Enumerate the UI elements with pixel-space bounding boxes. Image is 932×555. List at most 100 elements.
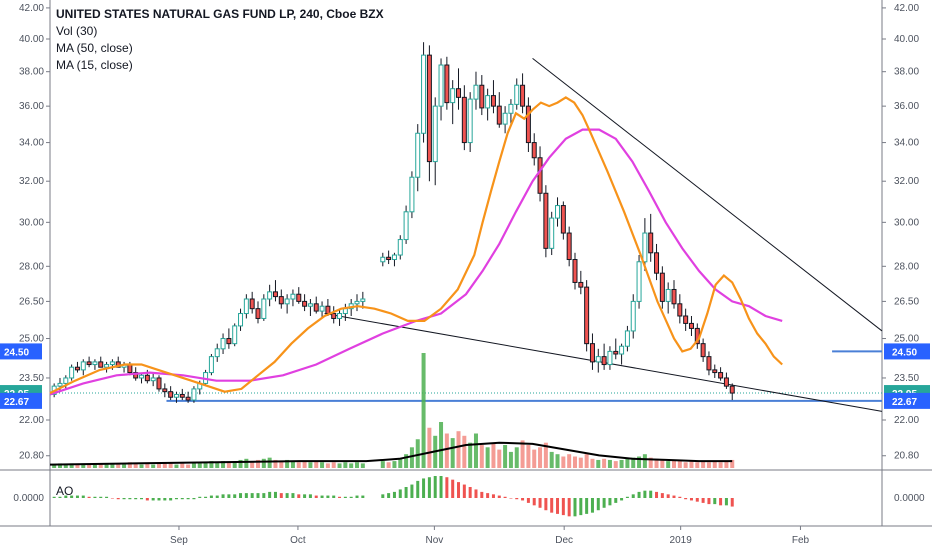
volume-bar — [52, 464, 57, 468]
ao-bar — [689, 498, 693, 501]
candle-body — [589, 343, 595, 363]
y-tick-label-right: 30.00 — [894, 217, 919, 228]
candle-body — [432, 105, 438, 163]
volume-bar — [343, 462, 348, 468]
ao-bar — [256, 493, 260, 498]
volume-bar — [98, 463, 103, 468]
volume-bar — [485, 447, 490, 468]
candle-body — [391, 254, 397, 261]
y-tick-label-left: 28.00 — [19, 261, 44, 272]
ao-bar — [451, 479, 455, 498]
price-tag-label-left: 22.67 — [4, 397, 29, 408]
candle-body — [421, 54, 427, 134]
volume-bar — [285, 459, 290, 468]
y-tick-label-right: 42.00 — [894, 3, 919, 14]
candle-body — [296, 293, 302, 302]
candle-body — [57, 382, 63, 387]
volume-bar — [261, 458, 266, 468]
volume-bar — [110, 464, 115, 468]
ao-bar — [291, 493, 295, 498]
candle-body — [150, 377, 156, 382]
ao-bar — [655, 491, 659, 498]
volume-bar — [695, 462, 700, 468]
volume-bar — [290, 461, 295, 468]
candle-body — [677, 303, 683, 317]
ao-bar — [204, 496, 208, 498]
candle-body — [659, 272, 665, 302]
ao-bar — [303, 494, 307, 498]
ao-label[interactable]: AO — [56, 484, 74, 498]
ao-bar — [462, 484, 466, 498]
volume-bar — [331, 462, 336, 468]
indicator-ma15[interactable]: MA (15, close) — [56, 58, 133, 72]
candle-body — [438, 64, 444, 107]
candle-body — [613, 350, 619, 355]
ao-bar — [81, 495, 85, 498]
ao-bar — [724, 498, 728, 506]
candle-body — [168, 391, 174, 398]
ao-bar — [631, 494, 635, 498]
x-tick-label: 2019 — [670, 535, 693, 546]
y-tick-label-left: 30.00 — [19, 217, 44, 228]
ao-bar — [649, 490, 653, 498]
volume-bar — [325, 463, 330, 468]
ao-bar — [349, 496, 353, 498]
volume-bar — [602, 458, 607, 468]
y-tick-label-right: 36.00 — [894, 101, 919, 112]
candle-body — [127, 364, 133, 374]
indicator-ma50[interactable]: MA (50, close) — [56, 41, 133, 55]
candle-body — [636, 261, 642, 302]
volume-bar — [380, 461, 385, 468]
candle-body — [80, 361, 86, 371]
volume-bar — [427, 427, 432, 468]
volume-bar — [279, 461, 284, 468]
candle-body — [386, 256, 392, 261]
candle-body — [496, 105, 502, 125]
indicator-vol[interactable]: Vol (30) — [56, 24, 98, 38]
ao-bar — [491, 494, 495, 498]
ao-bar — [410, 484, 414, 498]
candle-body — [307, 303, 313, 307]
volume-bar — [561, 456, 566, 468]
candle-body — [139, 374, 145, 379]
candle-body — [426, 54, 432, 163]
ao-bar — [332, 495, 336, 498]
candle-body — [456, 88, 462, 98]
candle-body — [514, 84, 520, 105]
ao-bar — [486, 493, 490, 498]
ao-bar — [713, 498, 717, 505]
volume-bar — [555, 454, 560, 468]
volume-bar — [92, 464, 97, 468]
chart-title[interactable]: UNITED STATES NATURAL GAS FUND LP, 240, … — [56, 7, 384, 21]
volume-bar — [203, 462, 208, 468]
candle-body — [700, 343, 706, 358]
ao-bar — [381, 494, 385, 498]
volume-bar — [69, 463, 74, 468]
volume-bar — [456, 431, 461, 468]
candle-body — [284, 298, 290, 305]
candle-body — [191, 388, 197, 401]
volume-bar — [139, 464, 144, 468]
y-tick-label-left: 23.50 — [19, 373, 44, 384]
candle-body — [185, 396, 191, 401]
volume-bar — [296, 462, 301, 468]
candle-body — [255, 308, 261, 319]
ao-bar — [608, 498, 612, 506]
volume-bar — [267, 457, 272, 468]
volume-bar — [631, 457, 636, 468]
volume-bar — [724, 461, 729, 468]
volume-bar — [63, 464, 68, 468]
ao-bar — [343, 496, 347, 498]
volume-bar — [221, 461, 226, 468]
price-tag-right — [884, 343, 930, 360]
volume-bar — [302, 461, 307, 468]
chart-legend: UNITED STATES NATURAL GAS FUND LP, 240, … — [56, 6, 384, 74]
volume-bar — [666, 461, 671, 468]
ao-bar — [701, 498, 705, 503]
candle-body — [479, 84, 485, 109]
ao-bar — [480, 491, 484, 498]
candle-body — [607, 350, 613, 366]
candle-body — [444, 64, 450, 104]
ao-bar — [314, 495, 318, 498]
